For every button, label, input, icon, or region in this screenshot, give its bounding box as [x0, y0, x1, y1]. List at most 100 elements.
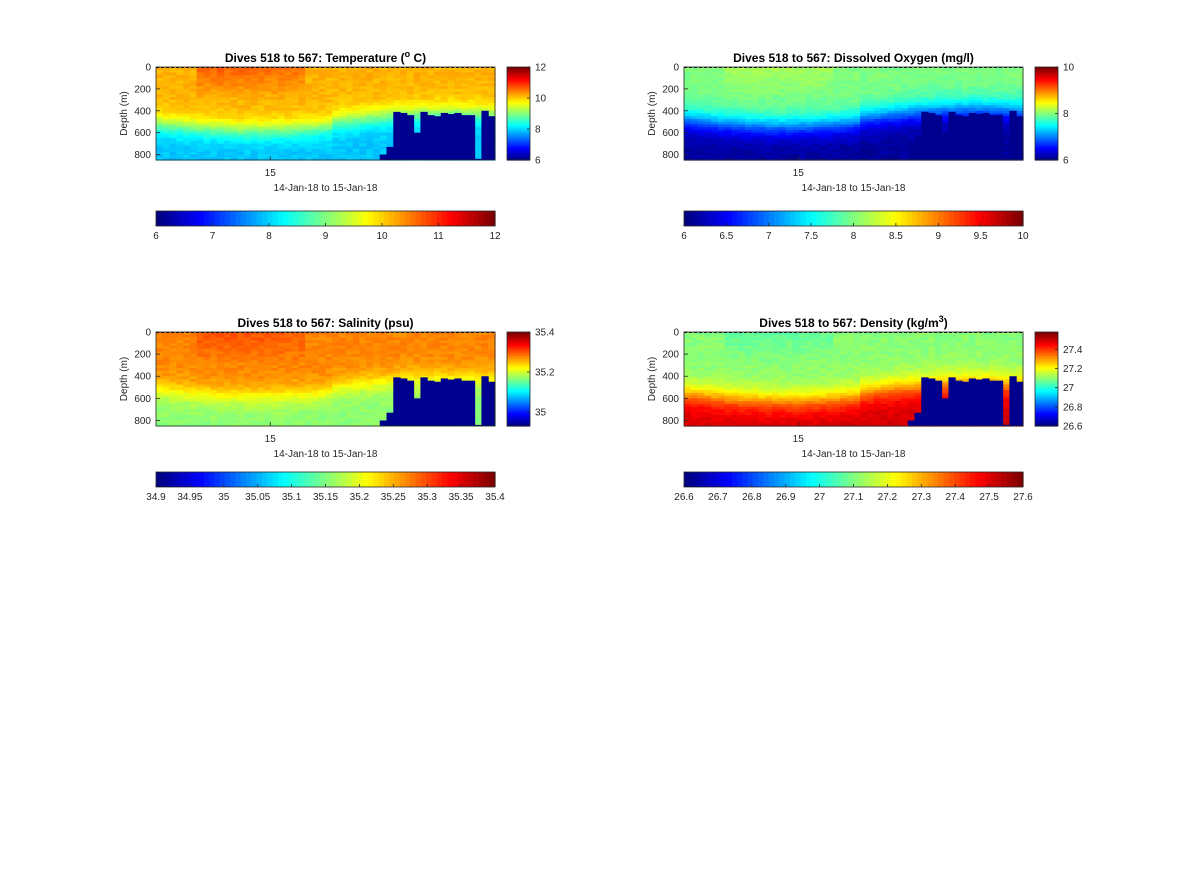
hcolorbar-segment [351, 211, 358, 226]
hcolorbar-segment [362, 211, 369, 226]
heatmap-cell [975, 86, 983, 90]
heatmap-cell [724, 110, 733, 115]
heatmap-cell [846, 140, 855, 145]
heatmap-cell [961, 94, 970, 98]
heatmap-cell [298, 417, 306, 422]
heatmap-cell [745, 102, 753, 106]
heatmap-cell [792, 138, 800, 142]
heatmap-cell [758, 67, 766, 71]
heatmap-cell [183, 102, 191, 106]
heatmap-cell [183, 121, 191, 126]
heatmap-cell [162, 390, 171, 394]
heatmap-cell [704, 97, 712, 101]
heatmap-cell [853, 97, 861, 101]
heatmap-cell [697, 124, 705, 128]
heatmap-cell [833, 91, 841, 95]
heatmap-cell [724, 127, 733, 131]
heatmap-cell [318, 367, 327, 372]
heatmap-cell [427, 69, 435, 74]
heatmap-cell [751, 88, 760, 93]
heatmap-cell [1002, 94, 1011, 98]
hcolorbar-segment [710, 211, 717, 226]
heatmap-cell [887, 105, 895, 109]
heatmap-cell [271, 140, 279, 145]
colorbar-segment [1035, 120, 1058, 123]
heatmap-cell [474, 149, 483, 153]
heatmap-cell [196, 387, 205, 391]
heatmap-cell [785, 86, 794, 90]
heatmap-cell [210, 359, 218, 364]
hcolorbar-segment [996, 211, 1003, 226]
heatmap-cell [189, 91, 198, 95]
heatmap-cell [264, 356, 272, 361]
heatmap-cell [751, 75, 760, 79]
heatmap-cell [196, 138, 205, 142]
heatmap-cell [690, 97, 699, 101]
heatmap-cell [291, 354, 299, 358]
heatmap-cell [305, 373, 313, 377]
heatmap-cell [183, 86, 191, 90]
heatmap-cell [867, 116, 875, 120]
heatmap-cell [278, 351, 286, 355]
heatmap-cell [345, 105, 354, 109]
heatmap-cell [257, 354, 266, 358]
heatmap-cell [379, 381, 388, 386]
heatmap-cell [339, 414, 347, 419]
heatmap-cell [250, 359, 259, 364]
heatmap-cell [366, 343, 374, 347]
heatmap-cell [298, 105, 306, 109]
heatmap-cell [291, 351, 299, 355]
heatmap-cell [237, 409, 245, 413]
heatmap-cell [366, 376, 374, 380]
heatmap-cell [271, 359, 279, 364]
heatmap-cell [183, 75, 191, 79]
heatmap-cell [488, 69, 496, 74]
heatmap-cell [278, 135, 286, 139]
heatmap-cell [210, 69, 218, 74]
colorbar-segment [507, 90, 530, 93]
heatmap-cell [189, 88, 198, 93]
heatmap-cell [765, 83, 773, 87]
heatmap-cell [366, 334, 374, 339]
heatmap-cell [995, 105, 1004, 109]
heatmap-cell [839, 113, 848, 117]
heatmap-cell [697, 154, 705, 158]
heatmap-cell [325, 401, 333, 405]
heatmap-cell [1002, 140, 1011, 145]
colorbar-segment [1035, 130, 1058, 133]
heatmap-cell [853, 105, 861, 109]
heatmap-cell [196, 356, 205, 361]
heatmap-cell [332, 367, 340, 372]
heatmap-cell [393, 67, 401, 71]
heatmap-cell [189, 414, 198, 419]
heatmap-cell [264, 409, 272, 413]
heatmap-cell [751, 94, 760, 98]
heatmap-cell [278, 86, 286, 90]
heatmap-cell [778, 129, 787, 134]
no-data-column [413, 132, 421, 160]
heatmap-cell [400, 83, 408, 87]
heatmap-cell [339, 105, 347, 109]
heatmap-cell [223, 423, 232, 427]
heatmap-cell [278, 409, 286, 413]
heatmap-cell [244, 337, 252, 341]
heatmap-cell [359, 359, 367, 364]
heatmap-cell [345, 365, 354, 369]
hcolorbar-segment [463, 211, 470, 226]
heatmap-cell [839, 102, 848, 106]
heatmap-cell [278, 365, 286, 369]
heatmap-cell [928, 102, 936, 106]
heatmap-cell [339, 138, 347, 142]
heatmap-cell [921, 88, 929, 93]
no-data-region [379, 110, 496, 160]
heatmap-cell [785, 94, 794, 98]
heatmap-cell [894, 135, 902, 139]
heatmap-cell [162, 80, 171, 85]
heatmap-cell [291, 340, 299, 344]
heatmap-cell [860, 97, 868, 101]
heatmap-cell [237, 367, 245, 372]
heatmap-cell [203, 110, 211, 115]
heatmap-cell [284, 332, 293, 336]
heatmap-cell [386, 345, 394, 350]
heatmap-cell [366, 75, 374, 79]
